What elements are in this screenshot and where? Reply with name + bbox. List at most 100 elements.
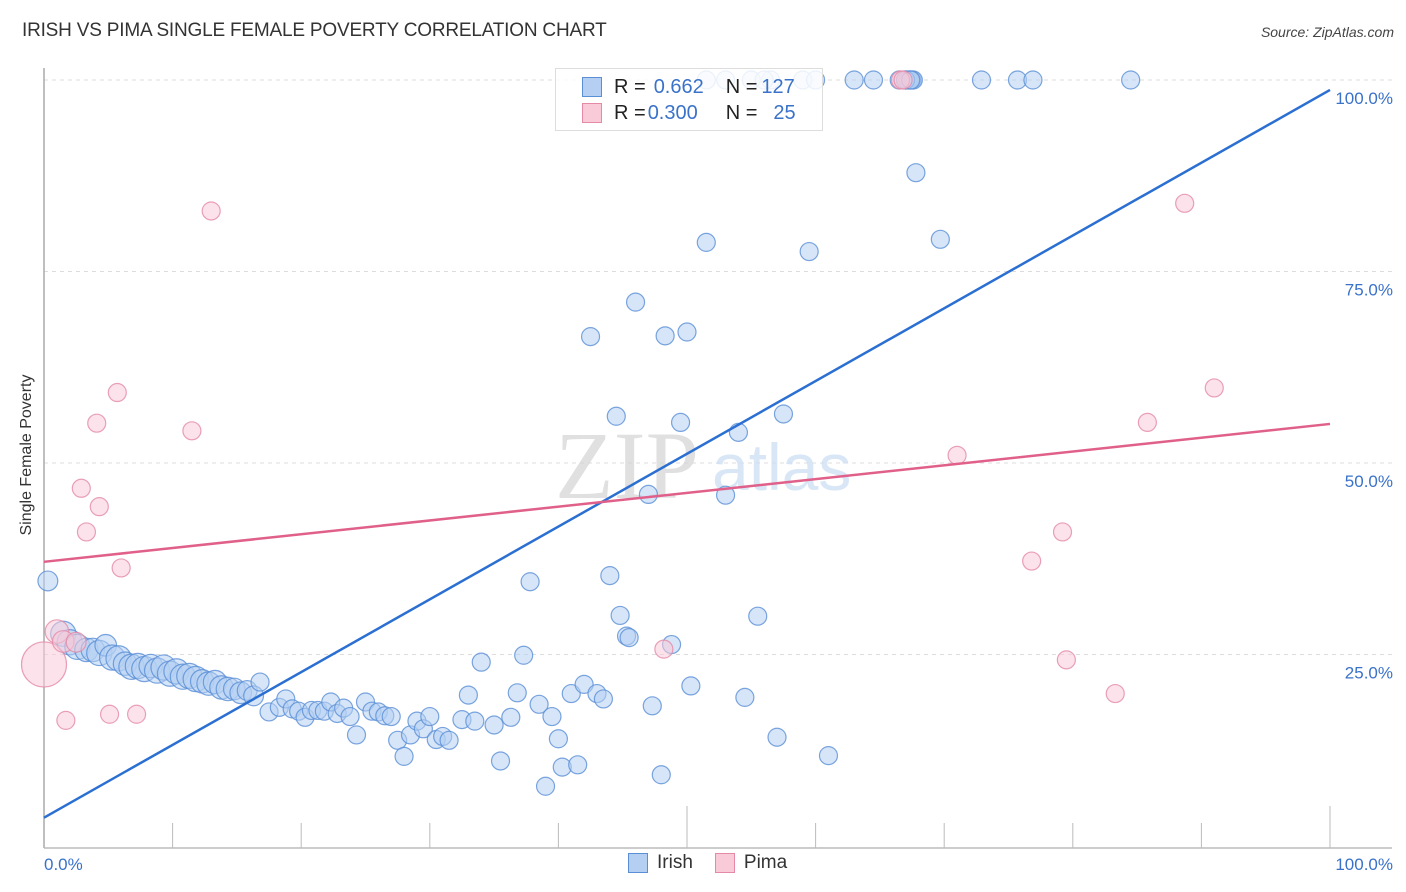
irish-point [625,292,646,312]
chart-title: IRISH VS PIMA SINGLE FEMALE POVERTY CORR… [22,20,607,41]
pima-point [1022,551,1042,571]
irish-point [340,706,360,727]
pima-point [76,522,97,542]
irish-point [394,746,414,766]
irish-point [844,70,864,90]
irish-point [501,707,521,727]
irish-point [542,706,562,727]
correlation-legend: R = 0.662 N = 127 R = 0.300 N = 25 [555,68,823,131]
pima-point [56,710,76,730]
pima-point [126,704,147,724]
irish-point [906,163,926,183]
pima-point [1137,412,1157,433]
pima-point [1056,650,1076,670]
irish-point [606,406,626,426]
pima-points [20,70,1224,730]
legend-r-value: 0.662 [653,75,704,98]
y-tick-label: 50.0% [1345,472,1393,491]
irish-point [696,232,716,252]
pima-point [201,201,221,221]
pima-point [654,639,674,659]
irish-point [610,605,630,626]
irish-point [514,645,534,665]
irish-point [346,725,367,745]
irish-point [535,776,556,796]
legend-n-label: N = [725,75,758,98]
irish-point [507,683,527,703]
pima-point [1105,683,1125,704]
series-legend: Irish Pima [628,852,809,874]
legend-r-label: R = [614,101,646,124]
irish-point [619,628,639,648]
pima-point [111,558,131,578]
x-tick-label: 100.0% [1335,855,1393,874]
irish-point [580,327,601,347]
irish-point [638,484,659,505]
irish-point [420,706,440,727]
tick-labels: 25.0% 50.0% 75.0% 100.0% 0.0% 100.0% [44,89,1393,874]
irish-point [1023,70,1043,90]
irish-point [651,765,671,785]
pima-point [71,478,91,498]
irish-point [600,566,620,586]
irish-point [863,70,884,90]
pima-point [87,413,107,433]
irish-point [593,689,614,709]
watermark: ZIP atlas [555,412,851,519]
x-tick-label: 0.0% [44,855,83,874]
irish-point [458,685,478,705]
source-label: Source: ZipAtlas.com [1260,24,1394,40]
legend-label-irish: Irish [657,852,693,873]
y-tick-label: 75.0% [1345,281,1393,300]
pima-trend-line [43,422,1331,564]
irish-trend-line [43,88,1331,819]
legend-item-pima[interactable]: Pima [714,852,788,874]
legend-r-label: R = [614,75,646,98]
pima-swatch [582,103,602,123]
trend-lines [43,88,1331,819]
irish-swatch [628,853,648,873]
legend-label-pima: Pima [743,852,788,873]
legend-r-value: 0.300 [647,101,698,124]
irish-point [439,730,459,750]
pima-point [1204,378,1224,398]
pima-point [182,421,202,441]
pima-point [947,445,967,465]
pima-point [20,641,68,688]
legend-n-label: N = [725,101,758,124]
irish-point [520,572,540,592]
irish-point [818,746,839,766]
irish-point [773,404,794,424]
pima-point [65,631,87,653]
irish-point [799,241,819,262]
irish-point [767,727,787,747]
irish-point [465,711,485,731]
irish-point [381,706,401,727]
irish-point [484,715,504,735]
legend-row-pima: R = 0.300 N = 25 [582,101,796,125]
irish-point [735,687,755,707]
irish-point [971,70,992,90]
irish-point [529,694,549,714]
pima-point [89,497,109,517]
legend-row-irish: R = 0.662 N = 127 [582,75,795,99]
pima-point [893,70,913,90]
legend-n-value: 25 [773,101,796,124]
irish-point [681,676,701,696]
irish-point [930,229,950,249]
pima-point [1175,193,1195,213]
pima-point [107,382,127,403]
irish-point [715,485,736,505]
legend-n-value: 127 [761,75,795,98]
irish-point [655,326,675,346]
legend-item-irish[interactable]: Irish [628,852,693,874]
irish-point [748,606,768,626]
irish-point [670,412,691,433]
y-tick-label: 25.0% [1345,664,1393,683]
pima-point [1052,522,1073,542]
irish-point [548,729,569,749]
gridlines [44,79,1392,655]
irish-point [642,696,662,716]
irish-point [250,672,270,692]
